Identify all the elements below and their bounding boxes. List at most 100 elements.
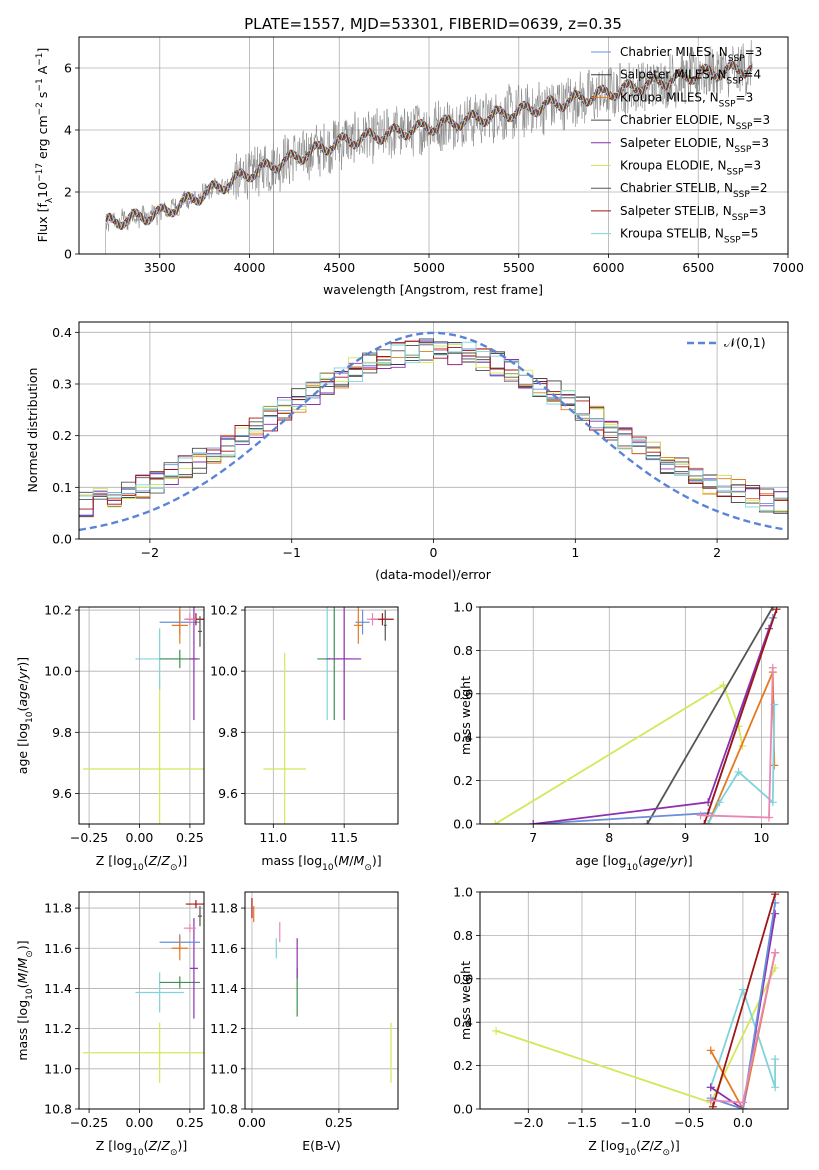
x-axis-label: mass [log10(M/M⊙)] — [261, 853, 381, 873]
y-tick-label: 0.0 — [453, 1102, 473, 1117]
y-tick-label: 4 — [64, 123, 72, 138]
y-tick-label: 0.8 — [453, 928, 473, 943]
plus-marker — [771, 948, 780, 957]
axes-frame — [479, 891, 789, 1110]
y-tick-label: 10.2 — [44, 603, 72, 618]
axes-frame — [78, 321, 789, 540]
x-tick-label: 6000 — [593, 260, 625, 275]
plus-marker — [768, 663, 777, 672]
y-tick-label: 11.4 — [210, 981, 238, 996]
plot-area — [79, 331, 788, 539]
x-axis-label: wavelength [Angstrom, rest frame] — [323, 282, 543, 297]
plus-marker — [772, 607, 781, 614]
plus-marker — [771, 1083, 780, 1092]
plot-area — [263, 607, 394, 824]
panel-0: 3500 4000 4500 5000 5500 6000 6500 7000 0 2 4 6 Chab… — [35, 36, 804, 297]
y-tick-label: 0.3 — [52, 377, 72, 392]
y-tick-label: 0.4 — [453, 730, 473, 745]
x-axis-label: Z [log10(Z/Z⊙)] — [96, 1138, 188, 1158]
x-tick-label: 7 — [529, 830, 537, 845]
model-line — [105, 61, 753, 231]
plot-area — [83, 607, 204, 824]
mass-weight-line — [709, 986, 776, 1088]
panel-6: 0.00 0.25 10.8 11.0 11.2 11.4 11.6 11.8 E(B-V) — [210, 891, 399, 1153]
x-tick-label: 11.5 — [330, 830, 358, 845]
y-tick-label: 11.2 — [44, 1021, 72, 1036]
x-tick-label: 0.25 — [176, 1115, 204, 1130]
y-tick-label: 0.2 — [52, 428, 72, 443]
x-tick-label: 10 — [753, 830, 769, 845]
y-tick-label: 1.0 — [453, 600, 473, 615]
mass-weight-line — [494, 683, 744, 824]
plus-marker — [771, 892, 780, 899]
model-line — [105, 60, 753, 230]
x-tick-label: 4500 — [323, 260, 355, 275]
x-tick-label: 0.00 — [126, 830, 154, 845]
y-tick-label: 11.4 — [44, 981, 72, 996]
y-tick-label: 0 — [64, 247, 72, 262]
plus-marker — [706, 1046, 715, 1055]
panel-4: 7 8 9 10 0.0 0.2 0.4 0.6 0.8 1.0 age [log10(age/yr… — [453, 600, 789, 873]
y-axis-label: age [log10(age/yr)] — [15, 657, 35, 774]
y-tick-label: 0.4 — [52, 325, 72, 340]
histogram-step-line — [79, 341, 788, 539]
x-tick-label: −0.25 — [70, 1115, 108, 1130]
axes-frame — [244, 606, 399, 825]
y-tick-label: 11.8 — [44, 901, 72, 916]
x-tick-label: −0.25 — [70, 830, 108, 845]
y-tick-label: 10.0 — [210, 664, 238, 679]
y-tick-label: 9.6 — [218, 786, 238, 801]
axes-frame — [479, 606, 789, 825]
panel-3: 11.0 11.5 9.6 9.8 10.0 10.2 mass [log10(M/M⊙)] — [210, 603, 399, 873]
y-tick-label: 0.2 — [453, 1058, 473, 1073]
plus-marker — [719, 681, 728, 690]
x-tick-label: −1 — [282, 545, 300, 560]
plus-marker — [492, 1026, 501, 1035]
plot-area — [251, 898, 392, 1083]
y-tick-label: 11.0 — [44, 1061, 72, 1076]
panel-2: −0.25 0.00 0.25 9.6 9.8 10.0 10.2 Z [log10(Z/Z⊙… — [15, 603, 205, 873]
x-tick-label: 7000 — [772, 260, 804, 275]
plus-marker — [715, 798, 724, 807]
plus-marker — [696, 811, 705, 820]
x-tick-label: 1 — [571, 545, 579, 560]
y-tick-label: 0.8 — [453, 643, 473, 658]
legend-entry: Chabrier ELODIE, NSSP=3 — [620, 113, 770, 132]
x-tick-label: −2 — [141, 545, 159, 560]
legend-entry: Salpeter STELIB, NSSP=3 — [620, 204, 766, 223]
panel-7: −2.0 −1.5 −1.0 −0.5 0.0 0.0 0.2 0.4 0.6 0.8 1.0 Z [… — [453, 885, 789, 1158]
x-tick-label: 0.0 — [733, 1115, 753, 1130]
x-tick-label: 5000 — [413, 260, 445, 275]
plus-marker — [706, 1096, 715, 1105]
model-line — [105, 62, 753, 230]
x-tick-label: −1.5 — [567, 1115, 597, 1130]
mass-weight-line — [707, 704, 776, 824]
y-tick-label: 11.2 — [210, 1021, 238, 1036]
x-tick-label: 0 — [430, 545, 438, 560]
x-tick-label: 5500 — [503, 260, 535, 275]
y-axis-label: Flux [fλ10−17 erg cm−2 s−1 A−1] — [35, 48, 55, 243]
mass-weight-line — [646, 607, 774, 824]
x-axis-label: Z [log10(Z/Z⊙)] — [96, 853, 188, 873]
x-tick-label: 0.25 — [176, 830, 204, 845]
spectrum-data-line — [96, 39, 753, 254]
mass-weight-line — [710, 913, 776, 1109]
y-tick-label: 0.6 — [453, 971, 473, 986]
y-tick-label: 11.8 — [210, 901, 238, 916]
x-axis-label: E(B-V) — [302, 1138, 341, 1153]
y-tick-label: 6 — [64, 61, 72, 76]
y-tick-label: 10.8 — [210, 1102, 238, 1117]
model-line — [105, 60, 753, 231]
y-tick-label: 11.0 — [210, 1061, 238, 1076]
axes-frame — [78, 891, 205, 1110]
y-axis-label: Normed distribution — [25, 368, 40, 493]
y-tick-label: 9.8 — [52, 725, 72, 740]
y-tick-label: 0.2 — [453, 773, 473, 788]
plus-marker — [706, 1083, 715, 1092]
plus-marker — [738, 1098, 747, 1107]
y-tick-label: 0.4 — [453, 1015, 473, 1030]
x-tick-label: 6500 — [682, 260, 714, 275]
mass-weight-line — [703, 608, 778, 824]
normal-curve — [79, 331, 786, 532]
